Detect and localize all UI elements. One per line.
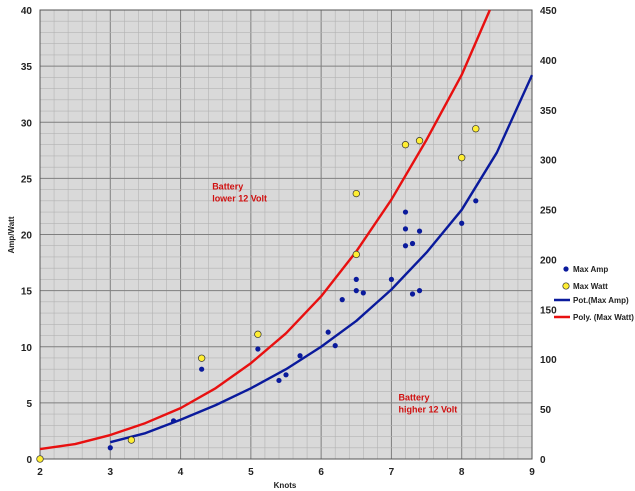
trendlines [39, 9, 534, 451]
y-tick-label: 35 [21, 62, 33, 73]
y2-tick-label: 350 [540, 106, 557, 117]
y-tick-label: 40 [21, 6, 33, 17]
point-max-watt [254, 330, 262, 338]
point-max-amp [283, 372, 289, 378]
x-tick-label: 4 [178, 467, 184, 478]
point-max-amp [353, 288, 359, 294]
y2-tick-label: 150 [540, 305, 557, 316]
point-max-watt [198, 354, 206, 362]
plot-border [39, 9, 533, 460]
x-tick-label: 9 [529, 467, 535, 478]
point-max-watt [352, 189, 360, 198]
point-max-amp [255, 346, 261, 352]
point-max-amp [416, 288, 423, 294]
legend-pot-max-amp-label: Pot.(Max Amp) [573, 296, 629, 305]
point-max-watt [401, 141, 410, 149]
annotations: Battery lower 12 Volt Battery higher 12 Vol… [212, 182, 457, 415]
y2-tick-label: 0 [540, 455, 546, 466]
y2-tick-label: 300 [540, 156, 557, 167]
legend-poly-max-watt-label: Poly. (Max Watt) [573, 313, 634, 322]
point-max-amp [339, 297, 345, 303]
point-max-amp [416, 228, 423, 234]
y-tick-label: 15 [21, 287, 33, 298]
x-tick-label: 8 [459, 467, 465, 478]
y-tick-label: 20 [21, 231, 33, 242]
x-tick-label: 7 [389, 467, 395, 478]
point-max-amp [402, 226, 409, 232]
annotation-lower-12-volt: lower 12 Volt [212, 194, 267, 204]
point-max-watt [458, 154, 466, 162]
annotation-lower-12-volt: Battery [212, 182, 243, 192]
tick-labels: 2 3 4 5 6 7 8 905101520253035400501001502002503… [21, 6, 557, 478]
y-tick-label: 10 [21, 343, 33, 354]
grid [39, 9, 533, 460]
point-max-watt [352, 250, 360, 259]
y-tick-label: 0 [26, 455, 32, 466]
point-max-watt [415, 137, 424, 145]
y-tick-label: 5 [26, 399, 32, 410]
point-max-amp [332, 343, 338, 349]
point-max-amp [297, 353, 303, 359]
point-max-watt [36, 455, 44, 463]
y-tick-label: 30 [21, 118, 33, 129]
legend-max-amp-marker [563, 266, 569, 272]
point-max-amp [388, 276, 395, 282]
trendline-poly-max-watt [39, 9, 491, 451]
x-tick-label: 5 [248, 467, 254, 478]
point-max-amp [107, 445, 113, 451]
y-axis-title: Amp/Watt [7, 216, 16, 253]
legend: Max Amp Max Watt Pot.(Max Amp) Poly. (Ma… [554, 265, 634, 322]
x-tick-label: 3 [108, 467, 114, 478]
point-max-amp [409, 240, 416, 247]
y2-tick-label: 450 [540, 6, 557, 17]
legend-max-watt-marker [562, 282, 570, 290]
annotation-higher-12-volt: Battery [398, 393, 429, 403]
point-max-amp [402, 209, 409, 215]
y2-tick-label: 50 [540, 405, 552, 416]
y2-tick-label: 250 [540, 206, 557, 217]
x-tick-label: 2 [37, 467, 43, 478]
point-max-amp [473, 198, 479, 204]
data-points [36, 125, 480, 463]
point-max-amp [360, 290, 366, 296]
trendline-pot-max-amp [109, 74, 534, 444]
point-max-amp [402, 243, 409, 249]
point-max-amp [276, 377, 282, 384]
y-tick-label: 25 [21, 174, 33, 185]
y2-tick-label: 400 [540, 56, 557, 67]
legend-max-amp-label: Max Amp [573, 265, 608, 274]
legend-max-watt-label: Max Watt [573, 282, 608, 291]
x-tick-label: 6 [318, 467, 324, 478]
y2-tick-label: 100 [540, 355, 557, 366]
point-max-amp [199, 366, 205, 372]
point-max-amp [353, 276, 359, 282]
point-max-amp [459, 220, 465, 226]
y2-tick-label: 200 [540, 255, 557, 266]
point-max-amp [170, 418, 177, 424]
point-max-amp [325, 329, 331, 335]
x-axis-title: Knots [274, 481, 297, 490]
point-max-watt [472, 125, 480, 133]
annotation-higher-12-volt: higher 12 Volt [398, 405, 457, 415]
point-max-watt [127, 436, 136, 444]
point-max-amp [409, 291, 416, 297]
